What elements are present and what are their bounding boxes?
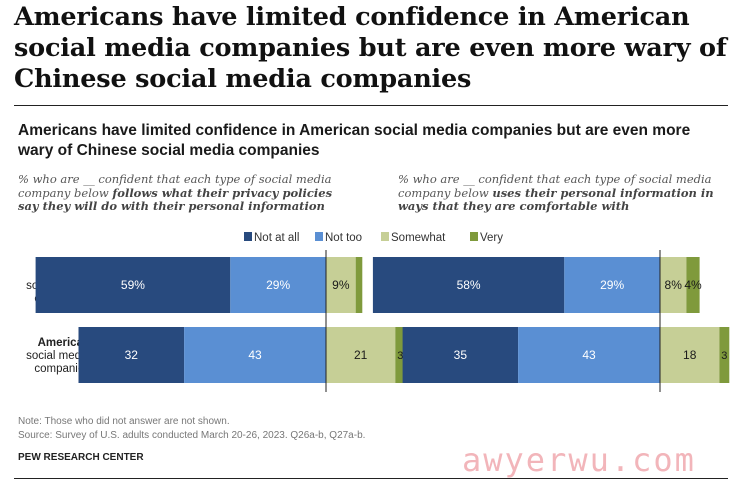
bar-label-p1-r1-s0: 35 [454,348,468,362]
right-subtitle-emphasis: uses their personal information in ways … [398,185,714,213]
left-subtitle-emphasis: follows what their privacy policies say … [18,185,333,213]
right-panel-subtitle: % who are __ confident that each type of… [398,172,728,214]
bar-label-p1-r0-s3: 4% [684,278,702,292]
bar-p0-r1-s2 [326,327,396,383]
headline: Americans have limited confidence in Ame… [14,2,727,94]
bar-p1-r1-s0 [402,327,519,383]
bar-p0-r0-s1 [230,257,326,313]
category-label-1-2: companies [34,363,90,375]
chart-source: Source: Survey of U.S. adults conducted … [18,430,366,441]
bar-label-p1-r0-s2: 8% [665,278,683,292]
figure-title: Americans have limited confidence in Ame… [18,122,691,159]
left-subtitle-lead: % who are __ confident that each type of… [18,172,332,200]
bar-label-p1-r1-s1: 43 [582,348,596,362]
bar-p0-r1-s0 [78,327,185,383]
watermark-logo: awyerwu.com [462,441,696,479]
legend-swatch-0 [244,232,252,241]
bar-label-p1-r0-s1: 29% [600,278,624,292]
bar-p0-r0-s3 [355,257,363,313]
legend-swatch-3 [470,232,478,241]
legend-label-0: Not at all [254,232,299,244]
bar-label-p0-r0-s0: 59% [121,278,145,292]
bottom-rule [14,478,728,479]
bar-p1-r0-s0 [372,257,565,313]
category-label-1-0: American [38,337,90,349]
category-label-1-1: social media [26,350,91,362]
legend-swatch-2 [381,232,389,241]
bar-label-p0-r0-s1: 29% [266,278,290,292]
legend-label-3: Very [480,232,503,244]
left-panel-subtitle: % who are __ confident that each type of… [18,172,348,214]
right-subtitle-lead: % who are __ confident that each type of… [398,172,712,200]
bar-label-p0-r1-s0: 32 [125,348,139,362]
bar-p1-r1-s1 [518,327,660,383]
pew-credit: PEW RESEARCH CENTER [18,452,144,463]
bar-label-p1-r0-s0: 58% [457,278,481,292]
bar-p0-r0-s0 [35,257,231,313]
bar-label-p0-r1-s2: 21 [354,348,368,362]
legend-label-1: Not too [325,232,362,244]
chart-note: Note: Those who did not answer are not s… [18,416,230,427]
bar-p1-r0-s2 [660,257,687,313]
bar-label-p0-r1-s3: 3 [397,350,403,362]
bar-label-p0-r0-s2: 9% [332,278,350,292]
bar-p1-r0-s1 [564,257,660,313]
bar-p0-r0-s2 [326,257,356,313]
legend-label-2: Somewhat [391,232,446,244]
bar-p1-r1-s2 [660,327,720,383]
bar-p0-r1-s3 [395,327,406,383]
top-rule [14,105,728,106]
bar-p1-r1-s3 [719,327,730,383]
legend-swatch-1 [315,232,323,241]
bar-p0-r1-s1 [184,327,326,383]
bar-label-p0-r1-s1: 43 [248,348,262,362]
bar-p1-r0-s3 [686,257,700,313]
bar-label-p1-r1-s2: 18 [683,348,697,362]
bar-label-p1-r1-s3: 3 [721,350,727,362]
